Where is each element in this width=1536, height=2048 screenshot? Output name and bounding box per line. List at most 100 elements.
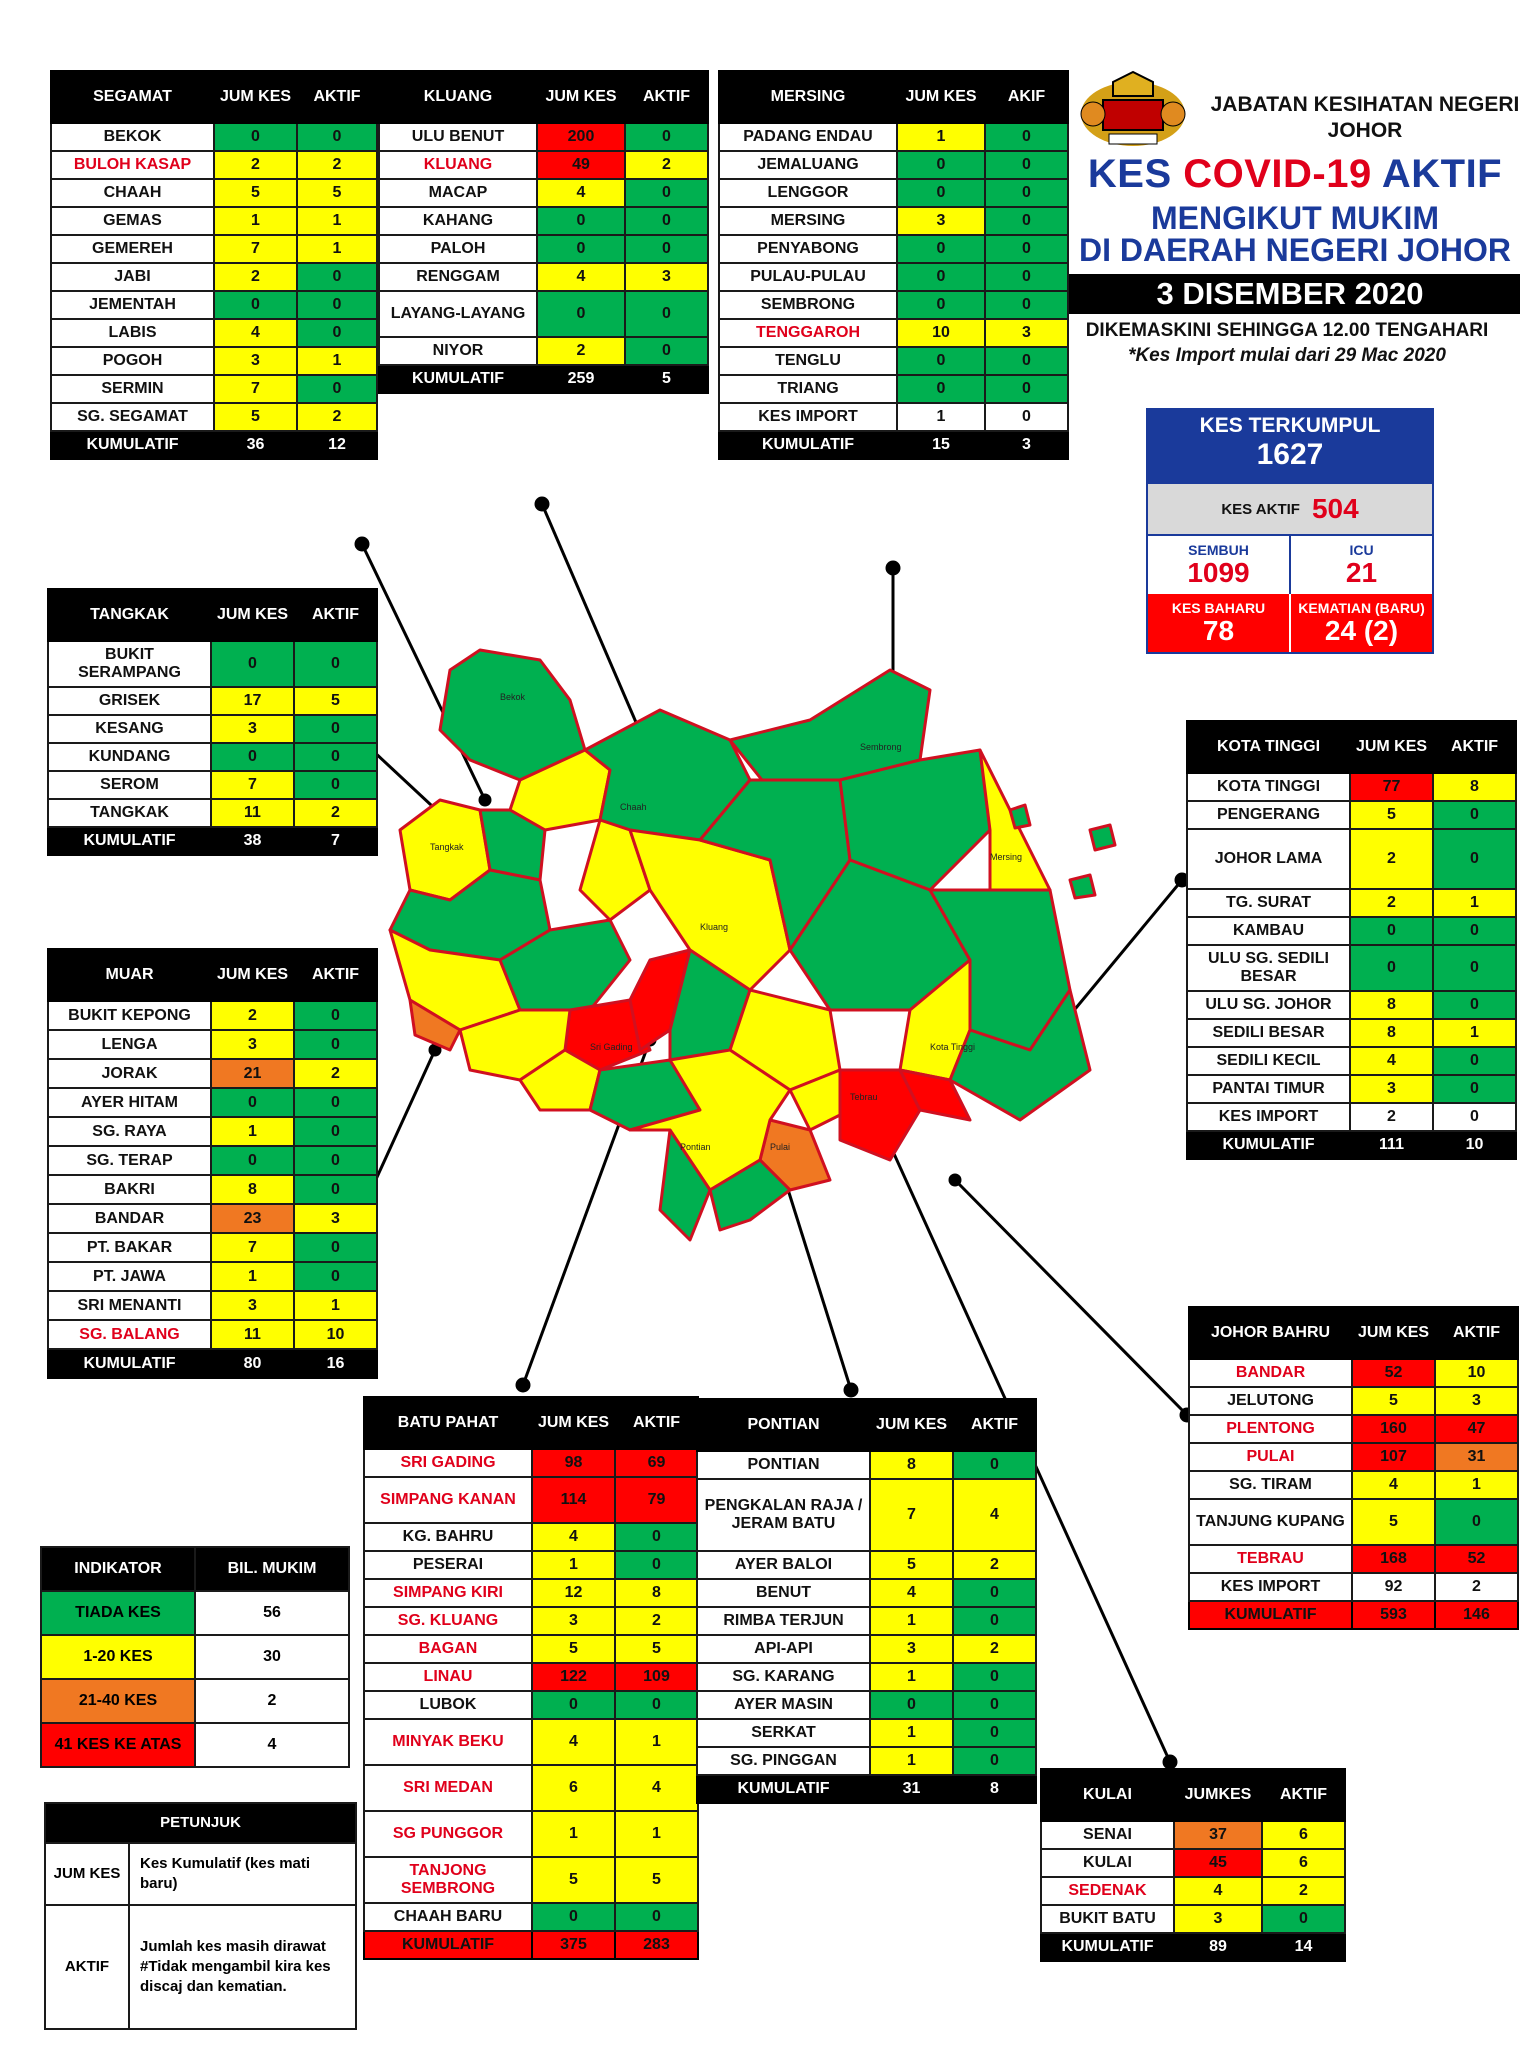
mukim-name: JEMALUANG	[718, 150, 898, 180]
kes-value: 5	[531, 1634, 616, 1664]
aktif-value: 5	[296, 178, 378, 208]
table-row-tebrau: TEBRAU 168 52	[1188, 1544, 1519, 1574]
aktif-value: 2	[296, 150, 378, 180]
kes-value: 0	[896, 262, 986, 292]
table-row-kg-bahru: KG. BAHRU 4 0	[363, 1522, 699, 1552]
mukim-name: KES IMPORT	[718, 402, 898, 432]
aktif-value: 0	[293, 1145, 378, 1176]
aktif-value: 0	[293, 714, 378, 744]
kes-value: 5	[1351, 1498, 1436, 1546]
aktif-value: 47	[1434, 1414, 1519, 1444]
legend-count: 30	[194, 1634, 350, 1680]
legend-label: 1-20 KES	[40, 1634, 196, 1680]
aktif-value: 0	[624, 178, 709, 208]
table-row-bukit-serampang: BUKIT SERAMPANG 0 0	[47, 640, 378, 688]
table-row-sg-kluang: SG. KLUANG 3 2	[363, 1606, 699, 1636]
aktif-value: 0	[293, 770, 378, 800]
map-region-tebrau	[838, 1068, 922, 1162]
kes-value: 1	[896, 402, 986, 432]
table-row-mersing: MERSING 3 0	[718, 206, 1069, 236]
table-row-jorak: JORAK 21 2	[47, 1058, 378, 1089]
table-row-simpang-kanan: SIMPANG KANAN 114 79	[363, 1476, 699, 1524]
table-row-sg-segamat: SG. SEGAMAT 5 2	[50, 402, 378, 432]
aktif-value: 3	[624, 262, 709, 292]
table-row-labis: LABIS 4 0	[50, 318, 378, 348]
table-row-bekok: BEKOK 0 0	[50, 122, 378, 152]
aktif-value: 0	[984, 262, 1069, 292]
table-row-ayer-hitam: AYER HITAM 0 0	[47, 1087, 378, 1118]
kes-value: 4	[1351, 1470, 1436, 1500]
svg-text:Kota Tinggi: Kota Tinggi	[930, 1042, 975, 1052]
aktif-value: 5	[614, 1856, 699, 1904]
aktif-value: 0	[293, 1000, 378, 1031]
table-row-gemas: GEMAS 1 1	[50, 206, 378, 236]
kes-value: 1	[210, 1261, 295, 1292]
aktif-value: 0	[984, 206, 1069, 236]
table-row-lubok: LUBOK 0 0	[363, 1690, 699, 1720]
table-row-sg-terap: SG. TERAP 0 0	[47, 1145, 378, 1176]
mukim-name: PENGERANG	[1186, 800, 1351, 830]
total-label: KUMULATIF	[378, 364, 538, 394]
kes-value: 0	[896, 346, 986, 376]
mukim-name: SG. RAYA	[47, 1116, 212, 1147]
legend-label: TIADA KES	[40, 1590, 196, 1636]
table-row-padang-endau: PADANG ENDAU 1 0	[718, 122, 1069, 152]
kes-value: 10	[896, 318, 986, 348]
legend-row: 1-20 KES 30	[40, 1634, 350, 1680]
col-header-aktif: AKTIF	[1261, 1768, 1346, 1822]
table-row-sg-raya: SG. RAYA 1 0	[47, 1116, 378, 1147]
table-row-kulai: KULAI 45 6	[1040, 1848, 1346, 1878]
mukim-name: TEBRAU	[1188, 1544, 1353, 1574]
mukim-name: KES IMPORT	[1188, 1572, 1353, 1602]
table-row-sedenak: SEDENAK 4 2	[1040, 1876, 1346, 1906]
mukim-name: KG. BAHRU	[363, 1522, 533, 1552]
total-label: KUMULATIF	[50, 430, 215, 460]
table-row-layang-layang: LAYANG-LAYANG 0 0	[378, 290, 709, 338]
table-row-sg-balang: SG. BALANG 11 10	[47, 1319, 378, 1350]
aktif-value: 0	[952, 1662, 1037, 1692]
mukim-name: MERSING	[718, 206, 898, 236]
kes-value: 2	[1349, 888, 1434, 918]
kes-value: 4	[869, 1578, 954, 1608]
table-row-kluang: KLUANG 49 2	[378, 150, 709, 180]
aktif-value: 2	[293, 1058, 378, 1089]
mukim-name: API-API	[696, 1634, 871, 1664]
mukim-name: PLENTONG	[1188, 1414, 1353, 1444]
mukim-name: SEDILI BESAR	[1186, 1018, 1351, 1048]
kes-value: 0	[210, 1087, 295, 1118]
kes-value: 3	[1173, 1904, 1263, 1934]
kes-value: 0	[1349, 944, 1434, 992]
table-row-pengkalan-raja-jeram-batu: PENGKALAN RAJA / JERAM BATU 7 4	[696, 1478, 1037, 1552]
table-row-ayer-masin: AYER MASIN 0 0	[696, 1690, 1037, 1720]
main-title: KES COVID-19 AKTIF	[1060, 152, 1530, 197]
map-region-muar-bandar	[408, 998, 462, 1052]
aktif-value: 0	[952, 1450, 1037, 1480]
svg-text:Kluang: Kluang	[700, 922, 728, 932]
col-header-aktif: AKTIF	[296, 70, 378, 124]
kes-value: 45	[1173, 1848, 1263, 1878]
mukim-name: RENGGAM	[378, 262, 538, 292]
mukim-name: PANTAI TIMUR	[1186, 1074, 1351, 1104]
aktif-value: 0	[1432, 1074, 1517, 1104]
petunjuk-term: JUM KES	[44, 1842, 130, 1906]
table-row-sembrong: SEMBRONG 0 0	[718, 290, 1069, 320]
kes-value: 7	[210, 770, 295, 800]
col-header-kes: JUM KES	[869, 1398, 954, 1452]
petunjuk-row: AKTIF Jumlah kes masih dirawat #Tidak men…	[44, 1904, 357, 2030]
deaths-label: KEMATIAN (BARU)	[1298, 600, 1425, 616]
table-row-lenga: LENGA 3 0	[47, 1029, 378, 1060]
map-region-simpang-kanan	[628, 948, 692, 1052]
mukim-name: PT. BAKAR	[47, 1232, 212, 1263]
aktif-value: 1	[1434, 1470, 1519, 1500]
map-island-babi	[1008, 803, 1032, 830]
kes-value: 1	[531, 1810, 616, 1858]
col-header-aktif: AKTIF	[952, 1398, 1037, 1452]
kes-value: 92	[1351, 1572, 1436, 1602]
col-header-aktif: AKTIF	[293, 588, 378, 642]
table-row-renggam: RENGGAM 4 3	[378, 262, 709, 292]
kes-value: 5	[213, 178, 298, 208]
total-aktif: 7	[293, 826, 378, 856]
mukim-name: BENUT	[696, 1578, 871, 1608]
total-label: KUMULATIF	[718, 430, 898, 460]
mukim-name: LENGA	[47, 1029, 212, 1060]
